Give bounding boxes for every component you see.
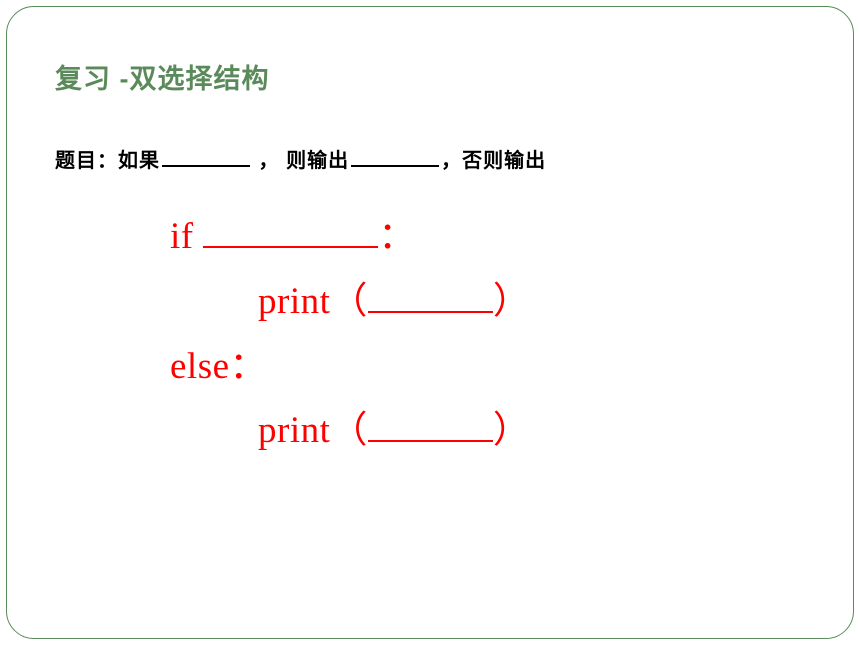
question-part2: ， 则输出 xyxy=(252,150,349,172)
print-keyword-1: print xyxy=(258,281,330,322)
if-colon: ： xyxy=(378,216,416,257)
print2-rparen: ） xyxy=(493,410,531,451)
else-keyword: else xyxy=(170,346,230,387)
code-block: if ： print（） else： print（） xyxy=(55,205,805,464)
if-keyword: if xyxy=(170,216,203,257)
print-keyword-2: print xyxy=(258,410,330,451)
question-text: 题目：如果 ， 则输出 ，否则输出 xyxy=(55,144,805,173)
print2-lparen: （ xyxy=(330,410,368,451)
if-condition-blank xyxy=(203,218,378,248)
print1-lparen: （ xyxy=(330,281,368,322)
code-line-print2: print（ ） xyxy=(170,399,805,464)
slide-container: 复习 -双选择结构 题目：如果 ， 则输出，否则输出 if ： print（） … xyxy=(6,6,854,639)
code-line-if: if ： xyxy=(170,205,805,270)
section-title: 复习 -双选择结构 xyxy=(55,57,805,96)
else-colon: ： xyxy=(230,346,268,387)
question-part3: ，否则输出 xyxy=(441,150,546,172)
print1-blank xyxy=(368,283,493,313)
code-line-else: else： xyxy=(170,335,805,400)
print1-rparen: ） xyxy=(493,281,531,322)
question-blank-2 xyxy=(351,147,439,167)
print2-blank xyxy=(368,412,493,442)
code-line-print1: print（ ） xyxy=(170,270,805,335)
question-blank-1 xyxy=(162,147,250,167)
question-part1: 题目：如果 xyxy=(55,150,160,172)
